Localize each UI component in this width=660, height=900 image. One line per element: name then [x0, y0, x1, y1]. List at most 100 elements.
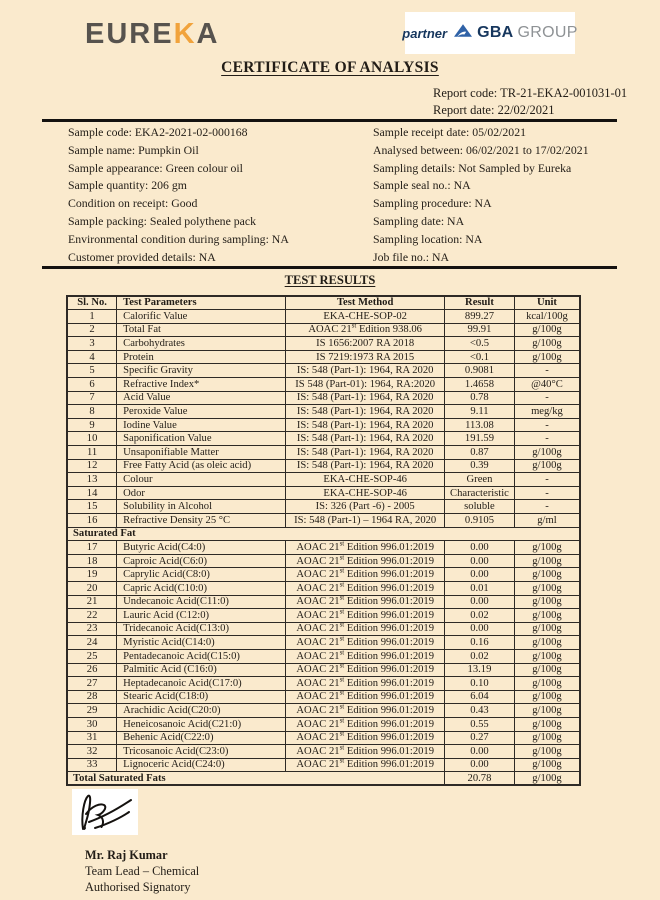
table-row: 15 Solubility in Alcohol IS: 326 (Part -6)… — [66, 499, 581, 514]
cell-sl-no: 32 — [66, 744, 118, 759]
table-row: 26 Palmitic Acid (C16:0) AOAC 21st Edition… — [66, 662, 581, 678]
divider-rule-top — [42, 119, 617, 122]
cell-unit: - — [513, 417, 581, 433]
cell-unit: g/100g — [513, 458, 581, 474]
table-row: 8 Peroxide Value IS: 548 (Part-1): 1964, R… — [66, 404, 581, 419]
cell-sl-no: 10 — [66, 431, 118, 447]
cell-unit: g/100g — [513, 635, 581, 650]
cell-unit: g/100g — [513, 703, 581, 718]
cell-result: 191.59 — [444, 431, 515, 447]
table-row: 22 Lauric Acid (C12:0) AOAC 21st Edition 9… — [66, 608, 581, 623]
cell-result: 0.55 — [444, 716, 515, 732]
cell-sl-no: 25 — [66, 648, 118, 664]
cell-sl-no: 15 — [66, 499, 118, 514]
cell-unit: g/100g — [513, 608, 581, 623]
cell-result: 0.02 — [444, 648, 515, 664]
cell-unit: - — [513, 472, 581, 487]
cell-test-parameter: Free Fatty Acid (as oleic acid) — [116, 458, 287, 474]
cell-result: <0.1 — [444, 349, 515, 365]
cell-result: 0.9081 — [444, 363, 515, 379]
cell-test-method: IS: 326 (Part -6) - 2005 — [285, 499, 446, 514]
table-row: 1 Calorific Value EKA-CHE-SOP-02 899.27 kcal… — [66, 309, 581, 324]
cell-result: 0.02 — [444, 608, 515, 623]
column-header-param: Test Parameters — [116, 295, 287, 311]
cell-test-parameter: Saponification Value — [116, 431, 287, 447]
signatory-block: Mr. Raj Kumar Team Lead – Chemical Autho… — [85, 848, 199, 895]
cell-test-method: AOAC 21st Edition 996.01:2019 — [285, 580, 446, 596]
sample-info-line: Customer provided details: NA — [68, 249, 216, 264]
sample-info-line: Sample code: EKA2-2021-02-000168 — [68, 125, 248, 139]
cell-test-parameter: Undecanoic Acid(C11:0) — [116, 594, 287, 610]
cell-unit: @40°C — [513, 377, 581, 392]
table-row: 9 Iodine Value IS: 548 (Part-1): 1964, RA … — [66, 417, 581, 433]
table-row: 19 Caprylic Acid(C8:0) AOAC 21st Edition 9… — [66, 567, 581, 582]
cell-test-method: AOAC 21st Edition 996.01:2019 — [285, 689, 446, 705]
cell-test-method: AOAC 21st Edition 996.01:2019 — [285, 648, 446, 664]
cell-sl-no: 1 — [66, 309, 118, 324]
cell-test-parameter: Carbohydrates — [116, 336, 287, 351]
cell-test-method: AOAC 21st Edition 996.01:2019 — [285, 635, 446, 650]
table-row: 13 Colour EKA-CHE-SOP-46 Green - — [66, 472, 581, 487]
cell-unit: g/100g — [513, 594, 581, 610]
table-row: 4 Protein IS 7219:1973 RA 2015 <0.1 g/100g — [66, 349, 581, 365]
cell-sl-no: 16 — [66, 513, 118, 528]
cell-test-parameter: Caprylic Acid(C8:0) — [116, 567, 287, 582]
sample-info-line: Sample appearance: Green colour oil — [68, 160, 243, 175]
cell-test-method: EKA-CHE-SOP-46 — [285, 485, 446, 501]
cell-result: 0.43 — [444, 703, 515, 718]
cell-unit: kcal/100g — [513, 309, 581, 324]
table-row: 33 Lignoceric Acid(C24:0) AOAC 21st Editio… — [66, 757, 581, 773]
cell-sl-no: 6 — [66, 377, 118, 392]
cell-unit: meg/kg — [513, 404, 581, 419]
cell-test-parameter: Iodine Value — [116, 417, 287, 433]
signatory-name: Mr. Raj Kumar — [85, 848, 168, 862]
table-row: 21 Undecanoic Acid(C11:0) AOAC 21st Editio… — [66, 594, 581, 610]
total-result: 20.78 — [444, 771, 515, 786]
cell-sl-no: 27 — [66, 676, 118, 691]
sample-info-line: Sampling details: Not Sampled by Eureka — [373, 160, 572, 175]
total-label: Total Saturated Fats — [66, 771, 446, 786]
cell-test-method: IS 7219:1973 RA 2015 — [285, 349, 446, 365]
gba-group-logo: partner GBA GROUP — [402, 12, 577, 54]
cell-sl-no: 19 — [66, 567, 118, 582]
cell-test-parameter: Capric Acid(C10:0) — [116, 580, 287, 596]
sample-info-line: Job file no.: NA — [373, 249, 450, 264]
results-table: Sl. No. Test Parameters Test Method Result U… — [66, 295, 581, 787]
cell-unit: g/100g — [513, 689, 581, 705]
cell-test-method: IS: 548 (Part-1): 1964, RA 2020 — [285, 417, 446, 433]
cell-test-parameter: Solubility in Alcohol — [116, 499, 287, 514]
cell-test-method: EKA-CHE-SOP-02 — [285, 309, 446, 324]
cell-unit: g/100g — [513, 730, 581, 746]
cell-result: Characteristic — [444, 485, 515, 501]
gba-brand-text: GBA — [477, 24, 514, 41]
cell-sl-no: 26 — [66, 662, 118, 678]
cell-test-method: IS: 548 (Part-1): 1964, RA 2020 — [285, 445, 446, 460]
report-info: Report code: TR-21-EKA2-001031-01 Report… — [433, 85, 627, 118]
cell-test-method: EKA-CHE-SOP-46 — [285, 472, 446, 487]
table-row: 29 Arachidic Acid(C20:0) AOAC 21st Edition… — [66, 703, 581, 718]
cell-test-method: AOAC 21st Edition 996.01:2019 — [285, 594, 446, 610]
table-row: 5 Specific Gravity IS: 548 (Part-1): 1964,… — [66, 363, 581, 379]
total-unit: g/100g — [513, 771, 581, 786]
cell-test-method: AOAC 21st Edition 996.01:2019 — [285, 608, 446, 623]
cell-sl-no: 4 — [66, 349, 118, 365]
cell-unit: g/100g — [513, 621, 581, 637]
cell-test-parameter: Calorific Value — [116, 309, 287, 324]
cell-test-method: AOAC 21st Edition 996.01:2019 — [285, 553, 446, 569]
cell-sl-no: 21 — [66, 594, 118, 610]
cell-result: 0.9105 — [444, 513, 515, 528]
cell-test-parameter: Peroxide Value — [116, 404, 287, 419]
cell-unit: g/100g — [513, 336, 581, 351]
table-row: 3 Carbohydrates IS 1656:2007 RA 2018 <0.5 g/… — [66, 336, 581, 351]
cell-test-parameter: Heptadecanoic Acid(C17:0) — [116, 676, 287, 691]
cell-test-parameter: Caproic Acid(C6:0) — [116, 553, 287, 569]
cell-test-method: AOAC 21st Edition 996.01:2019 — [285, 621, 446, 637]
cell-unit: g/100g — [513, 322, 581, 338]
cell-test-parameter: Behenic Acid(C22:0) — [116, 730, 287, 746]
cell-test-parameter: Stearic Acid(C18:0) — [116, 689, 287, 705]
table-row: 17 Butyric Acid(C4:0) AOAC 21st Edition 99… — [66, 540, 581, 555]
cell-test-method: IS: 548 (Part-1): 1964, RA 2020 — [285, 404, 446, 419]
cell-unit: g/100g — [513, 567, 581, 582]
cell-test-method: AOAC 21st Edition 996.01:2019 — [285, 676, 446, 691]
sample-info-left-column: Sample code: EKA2-2021-02-000168 Sample n… — [68, 124, 358, 266]
